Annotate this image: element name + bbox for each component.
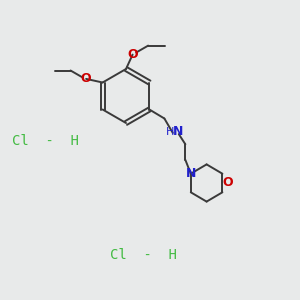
Text: N: N — [186, 167, 196, 180]
Text: Cl  -  H: Cl - H — [11, 134, 79, 148]
Text: Cl  -  H: Cl - H — [110, 248, 178, 262]
Text: O: O — [223, 176, 233, 190]
Text: N: N — [173, 125, 183, 138]
Text: H: H — [166, 127, 175, 137]
Text: O: O — [127, 48, 138, 61]
Text: O: O — [81, 72, 92, 86]
